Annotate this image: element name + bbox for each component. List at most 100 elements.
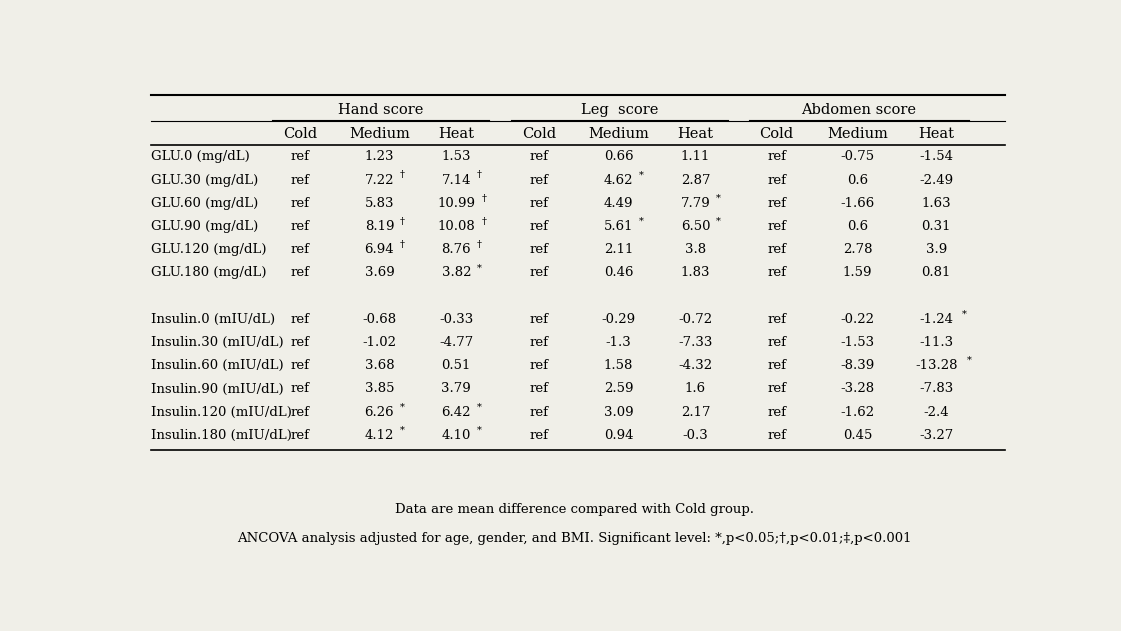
Text: Medium: Medium bbox=[827, 127, 888, 141]
Text: 3.68: 3.68 bbox=[364, 359, 395, 372]
Text: 0.94: 0.94 bbox=[604, 429, 633, 442]
Text: 0.46: 0.46 bbox=[604, 266, 633, 280]
Text: ref: ref bbox=[529, 174, 548, 187]
Text: ref: ref bbox=[529, 220, 548, 233]
Text: *: * bbox=[399, 403, 405, 411]
Text: Data are mean difference compared with Cold group.: Data are mean difference compared with C… bbox=[395, 503, 754, 516]
Text: ref: ref bbox=[290, 197, 309, 209]
Text: ref: ref bbox=[529, 382, 548, 396]
Text: 10.99: 10.99 bbox=[437, 197, 475, 209]
Text: †: † bbox=[399, 240, 405, 249]
Text: ref: ref bbox=[290, 359, 309, 372]
Text: 7.79: 7.79 bbox=[680, 197, 711, 209]
Text: -0.68: -0.68 bbox=[362, 313, 397, 326]
Text: †: † bbox=[482, 194, 487, 203]
Text: 2.87: 2.87 bbox=[680, 174, 711, 187]
Text: 2.59: 2.59 bbox=[604, 382, 633, 396]
Text: Insulin.180 (mIU/dL): Insulin.180 (mIU/dL) bbox=[150, 429, 291, 442]
Text: -0.22: -0.22 bbox=[841, 313, 874, 326]
Text: ref: ref bbox=[767, 220, 786, 233]
Text: *: * bbox=[476, 263, 481, 272]
Text: *: * bbox=[962, 310, 966, 319]
Text: 3.9: 3.9 bbox=[926, 243, 947, 256]
Text: GLU.30 (mg/dL): GLU.30 (mg/dL) bbox=[150, 174, 258, 187]
Text: -0.33: -0.33 bbox=[439, 313, 473, 326]
Text: ref: ref bbox=[290, 150, 309, 163]
Text: †: † bbox=[476, 240, 481, 249]
Text: Leg  score: Leg score bbox=[581, 103, 658, 117]
Text: -1.24: -1.24 bbox=[919, 313, 953, 326]
Text: 1.83: 1.83 bbox=[680, 266, 711, 280]
Text: 10.08: 10.08 bbox=[437, 220, 475, 233]
Text: Heat: Heat bbox=[677, 127, 713, 141]
Text: Insulin.60 (mIU/dL): Insulin.60 (mIU/dL) bbox=[150, 359, 284, 372]
Text: ref: ref bbox=[767, 174, 786, 187]
Text: ref: ref bbox=[529, 359, 548, 372]
Text: *: * bbox=[966, 356, 971, 365]
Text: *: * bbox=[399, 426, 405, 435]
Text: 1.58: 1.58 bbox=[604, 359, 633, 372]
Text: ref: ref bbox=[290, 406, 309, 419]
Text: Insulin.90 (mIU/dL): Insulin.90 (mIU/dL) bbox=[150, 382, 284, 396]
Text: GLU.180 (mg/dL): GLU.180 (mg/dL) bbox=[150, 266, 266, 280]
Text: 4.10: 4.10 bbox=[442, 429, 471, 442]
Text: GLU.90 (mg/dL): GLU.90 (mg/dL) bbox=[150, 220, 258, 233]
Text: 1.11: 1.11 bbox=[680, 150, 710, 163]
Text: ref: ref bbox=[529, 336, 548, 349]
Text: ref: ref bbox=[290, 174, 309, 187]
Text: 3.85: 3.85 bbox=[364, 382, 395, 396]
Text: Insulin.30 (mIU/dL): Insulin.30 (mIU/dL) bbox=[150, 336, 284, 349]
Text: -1.3: -1.3 bbox=[605, 336, 631, 349]
Text: 4.49: 4.49 bbox=[604, 197, 633, 209]
Text: 0.81: 0.81 bbox=[921, 266, 951, 280]
Text: 2.78: 2.78 bbox=[843, 243, 872, 256]
Text: Insulin.120 (mIU/dL): Insulin.120 (mIU/dL) bbox=[150, 406, 291, 419]
Text: -0.3: -0.3 bbox=[683, 429, 708, 442]
Text: 3.82: 3.82 bbox=[442, 266, 471, 280]
Text: GLU.60 (mg/dL): GLU.60 (mg/dL) bbox=[150, 197, 258, 209]
Text: -0.72: -0.72 bbox=[678, 313, 713, 326]
Text: ref: ref bbox=[529, 313, 548, 326]
Text: ANCOVA analysis adjusted for age, gender, and BMI. Significant level: *,p<0.05;†: ANCOVA analysis adjusted for age, gender… bbox=[238, 532, 911, 545]
Text: Cold: Cold bbox=[282, 127, 317, 141]
Text: Heat: Heat bbox=[918, 127, 954, 141]
Text: ref: ref bbox=[290, 220, 309, 233]
Text: 3.8: 3.8 bbox=[685, 243, 706, 256]
Text: Medium: Medium bbox=[589, 127, 649, 141]
Text: *: * bbox=[715, 217, 721, 226]
Text: ref: ref bbox=[290, 313, 309, 326]
Text: 1.59: 1.59 bbox=[843, 266, 872, 280]
Text: ref: ref bbox=[290, 382, 309, 396]
Text: 3.09: 3.09 bbox=[604, 406, 633, 419]
Text: 0.66: 0.66 bbox=[604, 150, 633, 163]
Text: 0.31: 0.31 bbox=[921, 220, 951, 233]
Text: Insulin.0 (mIU/dL): Insulin.0 (mIU/dL) bbox=[150, 313, 275, 326]
Text: †: † bbox=[482, 217, 487, 226]
Text: 0.6: 0.6 bbox=[847, 174, 869, 187]
Text: 8.76: 8.76 bbox=[442, 243, 471, 256]
Text: -3.27: -3.27 bbox=[919, 429, 953, 442]
Text: -7.33: -7.33 bbox=[678, 336, 713, 349]
Text: -1.54: -1.54 bbox=[919, 150, 953, 163]
Text: ref: ref bbox=[529, 429, 548, 442]
Text: -4.77: -4.77 bbox=[439, 336, 473, 349]
Text: -2.4: -2.4 bbox=[924, 406, 949, 419]
Text: 5.61: 5.61 bbox=[604, 220, 633, 233]
Text: -4.32: -4.32 bbox=[678, 359, 713, 372]
Text: Heat: Heat bbox=[438, 127, 474, 141]
Text: GLU.0 (mg/dL): GLU.0 (mg/dL) bbox=[150, 150, 249, 163]
Text: GLU.120 (mg/dL): GLU.120 (mg/dL) bbox=[150, 243, 266, 256]
Text: *: * bbox=[476, 426, 481, 435]
Text: *: * bbox=[639, 170, 643, 179]
Text: †: † bbox=[476, 170, 481, 179]
Text: Abdomen score: Abdomen score bbox=[802, 103, 917, 117]
Text: 8.19: 8.19 bbox=[364, 220, 395, 233]
Text: 3.79: 3.79 bbox=[442, 382, 471, 396]
Text: ref: ref bbox=[767, 243, 786, 256]
Text: -7.83: -7.83 bbox=[919, 382, 953, 396]
Text: ref: ref bbox=[529, 243, 548, 256]
Text: -1.62: -1.62 bbox=[841, 406, 874, 419]
Text: Medium: Medium bbox=[349, 127, 410, 141]
Text: †: † bbox=[399, 217, 405, 226]
Text: *: * bbox=[715, 194, 721, 203]
